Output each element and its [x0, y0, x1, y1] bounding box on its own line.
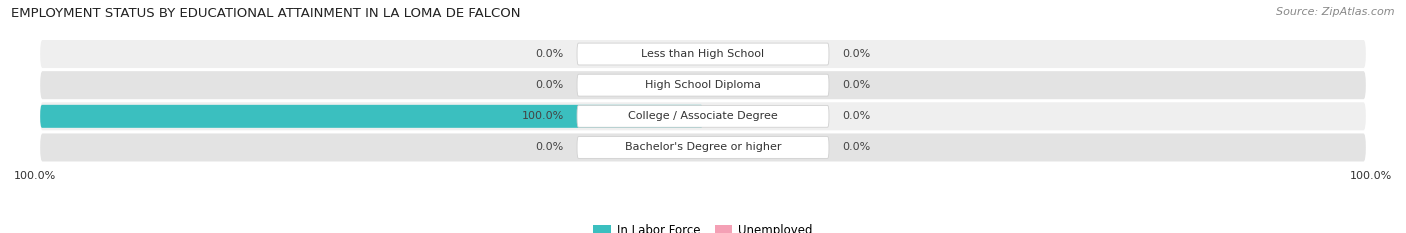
Text: 0.0%: 0.0% — [536, 142, 564, 152]
Text: 100.0%: 100.0% — [522, 111, 564, 121]
Text: 100.0%: 100.0% — [1350, 171, 1392, 181]
Text: 0.0%: 0.0% — [842, 49, 870, 59]
Text: High School Diploma: High School Diploma — [645, 80, 761, 90]
Text: EMPLOYMENT STATUS BY EDUCATIONAL ATTAINMENT IN LA LOMA DE FALCON: EMPLOYMENT STATUS BY EDUCATIONAL ATTAINM… — [11, 7, 520, 20]
FancyBboxPatch shape — [41, 134, 1365, 161]
Text: 0.0%: 0.0% — [842, 111, 870, 121]
Text: Bachelor's Degree or higher: Bachelor's Degree or higher — [624, 142, 782, 152]
Text: Less than High School: Less than High School — [641, 49, 765, 59]
FancyBboxPatch shape — [576, 43, 830, 65]
Text: 100.0%: 100.0% — [14, 171, 56, 181]
Text: 0.0%: 0.0% — [536, 80, 564, 90]
FancyBboxPatch shape — [576, 137, 830, 158]
Text: Source: ZipAtlas.com: Source: ZipAtlas.com — [1277, 7, 1395, 17]
FancyBboxPatch shape — [41, 102, 1365, 130]
FancyBboxPatch shape — [41, 71, 1365, 99]
Text: 0.0%: 0.0% — [536, 49, 564, 59]
FancyBboxPatch shape — [576, 105, 830, 127]
FancyBboxPatch shape — [576, 74, 830, 96]
FancyBboxPatch shape — [41, 105, 703, 128]
Text: College / Associate Degree: College / Associate Degree — [628, 111, 778, 121]
FancyBboxPatch shape — [41, 40, 1365, 68]
Text: 0.0%: 0.0% — [842, 80, 870, 90]
Text: 0.0%: 0.0% — [842, 142, 870, 152]
Legend: In Labor Force, Unemployed: In Labor Force, Unemployed — [593, 224, 813, 233]
